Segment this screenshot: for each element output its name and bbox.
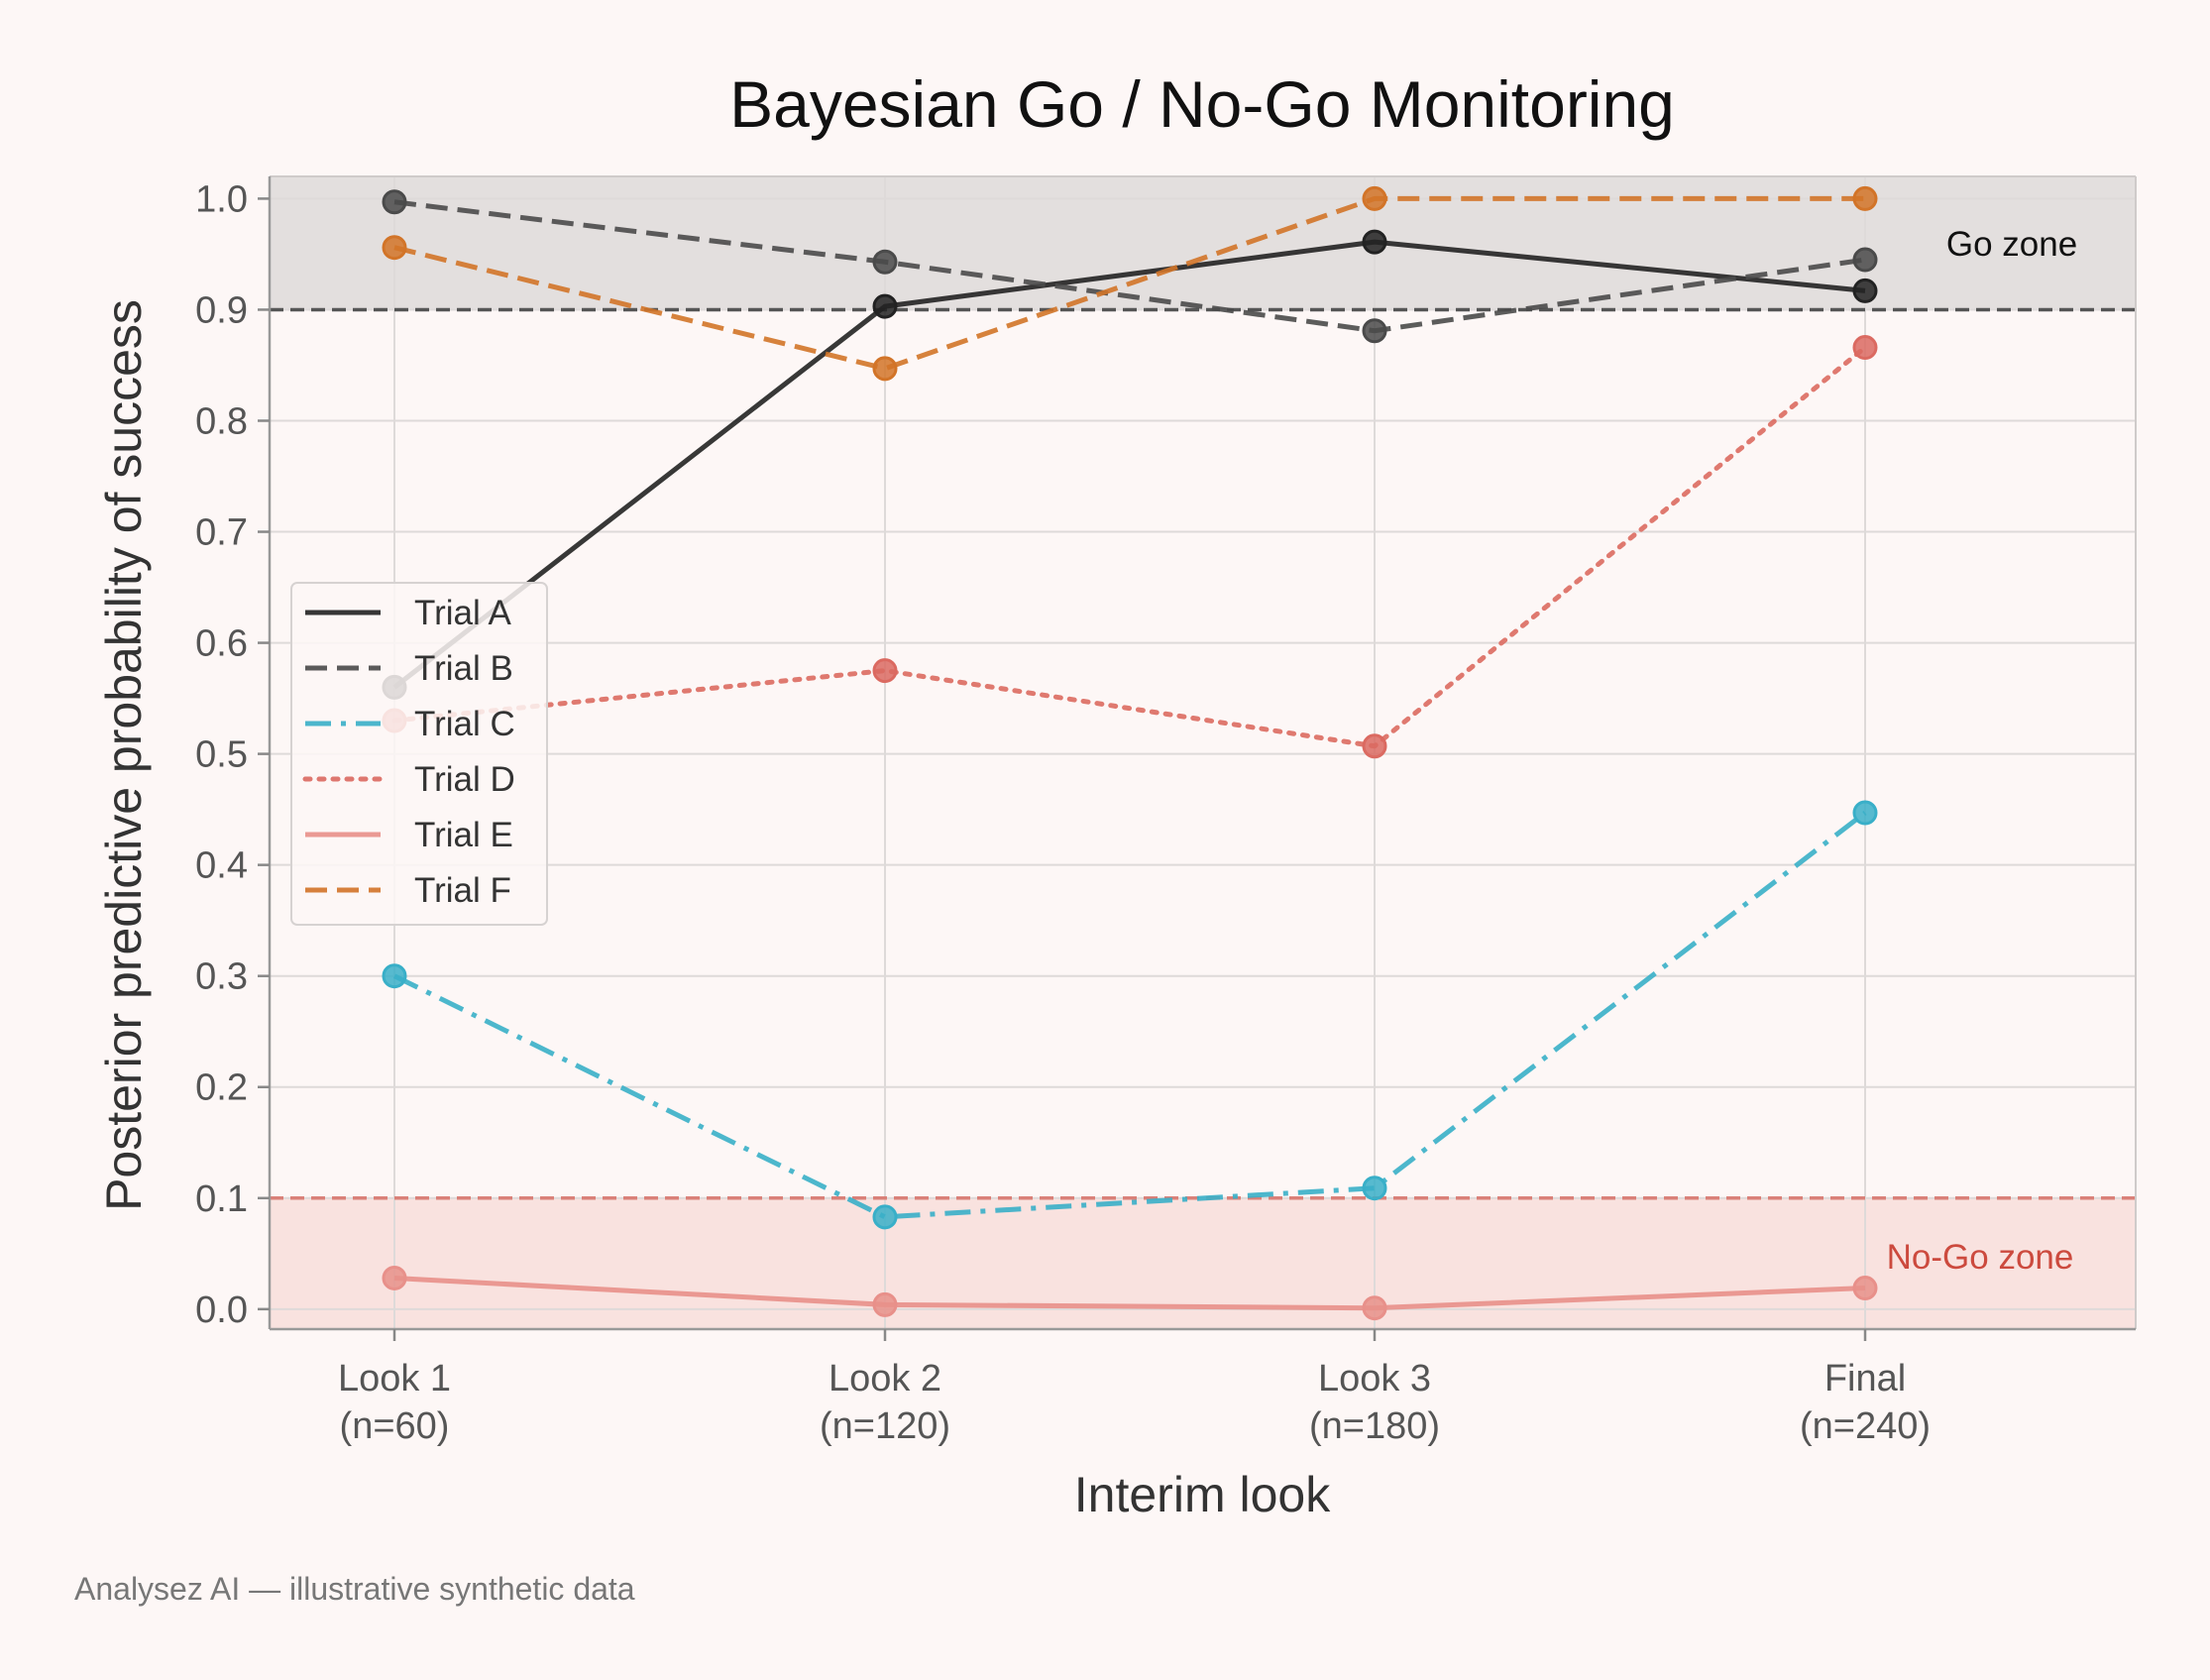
y-tick-label-8: 0.8 bbox=[195, 400, 248, 442]
data-point-1-3 bbox=[1362, 229, 1387, 255]
y-tick-label-5: 0.5 bbox=[195, 734, 248, 776]
series-6 bbox=[382, 185, 1878, 382]
y-tick-label-4: 0.4 bbox=[195, 845, 248, 887]
x-axis-label: Interim look bbox=[1074, 1467, 1331, 1522]
series-5 bbox=[382, 1265, 1878, 1321]
data-point-3-4 bbox=[1852, 800, 1878, 826]
y-tick-label-2: 0.2 bbox=[195, 1067, 248, 1109]
x-tick-label-3: Final bbox=[1824, 1358, 1906, 1400]
series-2 bbox=[382, 189, 1878, 344]
series-line-1 bbox=[392, 239, 1866, 690]
tick-labels: 0.0 0.1 0.2 0.3 0.4 0.5 0.6 0.7 0.8 0.9 1.0 Look 1 (… bbox=[195, 178, 1931, 1447]
data-point-5-4 bbox=[1852, 1276, 1878, 1301]
nogo-zone-label: No-Go zone bbox=[1887, 1238, 2074, 1277]
data-point-6-3 bbox=[1362, 185, 1387, 211]
x-tick-label-1: Look 2 bbox=[829, 1358, 941, 1400]
data-point-1-4 bbox=[1852, 278, 1878, 303]
x-tick-label-0: Look 1 bbox=[338, 1358, 451, 1400]
legend: Trial A Trial B Trial C Trial D Trial E Trial… bbox=[290, 582, 548, 926]
x-tick-sublabel-0: (n=60) bbox=[340, 1405, 450, 1447]
legend-entry-5: Trial E bbox=[414, 816, 513, 854]
data-point-2-1 bbox=[382, 189, 407, 215]
y-tick-label-3: 0.3 bbox=[195, 956, 248, 998]
data-point-6-1 bbox=[382, 235, 407, 261]
y-tick-label-1: 0.1 bbox=[195, 1178, 248, 1220]
x-tick-label-2: Look 3 bbox=[1318, 1358, 1431, 1400]
x-tick-sublabel-1: (n=120) bbox=[820, 1405, 950, 1447]
x-tick-sublabel-3: (n=240) bbox=[1800, 1405, 1931, 1447]
go-zone-label: Go zone bbox=[1946, 225, 2077, 264]
y-axis-label: Posterior predictive probability of succ… bbox=[96, 299, 152, 1211]
data-point-6-2 bbox=[872, 356, 898, 382]
y-tick-label-6: 0.6 bbox=[195, 623, 248, 665]
series-3 bbox=[382, 800, 1878, 1230]
data-point-6-4 bbox=[1852, 185, 1878, 211]
legend-entry-2: Trial B bbox=[414, 649, 513, 688]
series-line-4 bbox=[391, 345, 1868, 749]
legend-entry-4: Trial D bbox=[414, 760, 515, 799]
data-point-4-2 bbox=[872, 658, 898, 684]
data-point-2-3 bbox=[1362, 318, 1387, 344]
series-line-2 bbox=[393, 199, 1866, 334]
x-tick-sublabel-2: (n=180) bbox=[1309, 1405, 1440, 1447]
data-point-5-1 bbox=[382, 1265, 407, 1290]
series-line-6 bbox=[393, 195, 1865, 372]
series-line-5 bbox=[393, 1275, 1866, 1311]
legend-entry-1: Trial A bbox=[414, 594, 512, 632]
legend-entry-3: Trial C bbox=[414, 705, 515, 743]
data-point-3-2 bbox=[872, 1204, 898, 1230]
footer-note: Analysez AI — illustrative synthetic dat… bbox=[74, 1571, 635, 1607]
data-point-2-2 bbox=[872, 249, 898, 275]
y-tick-label-7: 0.7 bbox=[195, 512, 248, 554]
y-tick-label-10: 1.0 bbox=[195, 178, 248, 220]
y-tick-label-9: 0.9 bbox=[195, 289, 248, 331]
data-point-1-2 bbox=[872, 293, 898, 319]
data-point-2-4 bbox=[1852, 247, 1878, 273]
series-group bbox=[382, 185, 1878, 1321]
series-line-3 bbox=[392, 811, 1867, 1220]
data-point-4-4 bbox=[1852, 335, 1878, 361]
grid bbox=[270, 176, 2136, 1329]
data-point-3-1 bbox=[382, 963, 407, 989]
data-point-5-3 bbox=[1362, 1295, 1387, 1321]
chart-title: Bayesian Go / No-Go Monitoring bbox=[729, 67, 1675, 141]
y-tick-label-0: 0.0 bbox=[195, 1289, 248, 1331]
axes bbox=[268, 175, 2137, 1331]
data-point-5-2 bbox=[872, 1291, 898, 1317]
legend-entry-6: Trial F bbox=[414, 871, 511, 910]
data-point-3-3 bbox=[1362, 1176, 1387, 1201]
data-point-4-3 bbox=[1362, 733, 1387, 759]
